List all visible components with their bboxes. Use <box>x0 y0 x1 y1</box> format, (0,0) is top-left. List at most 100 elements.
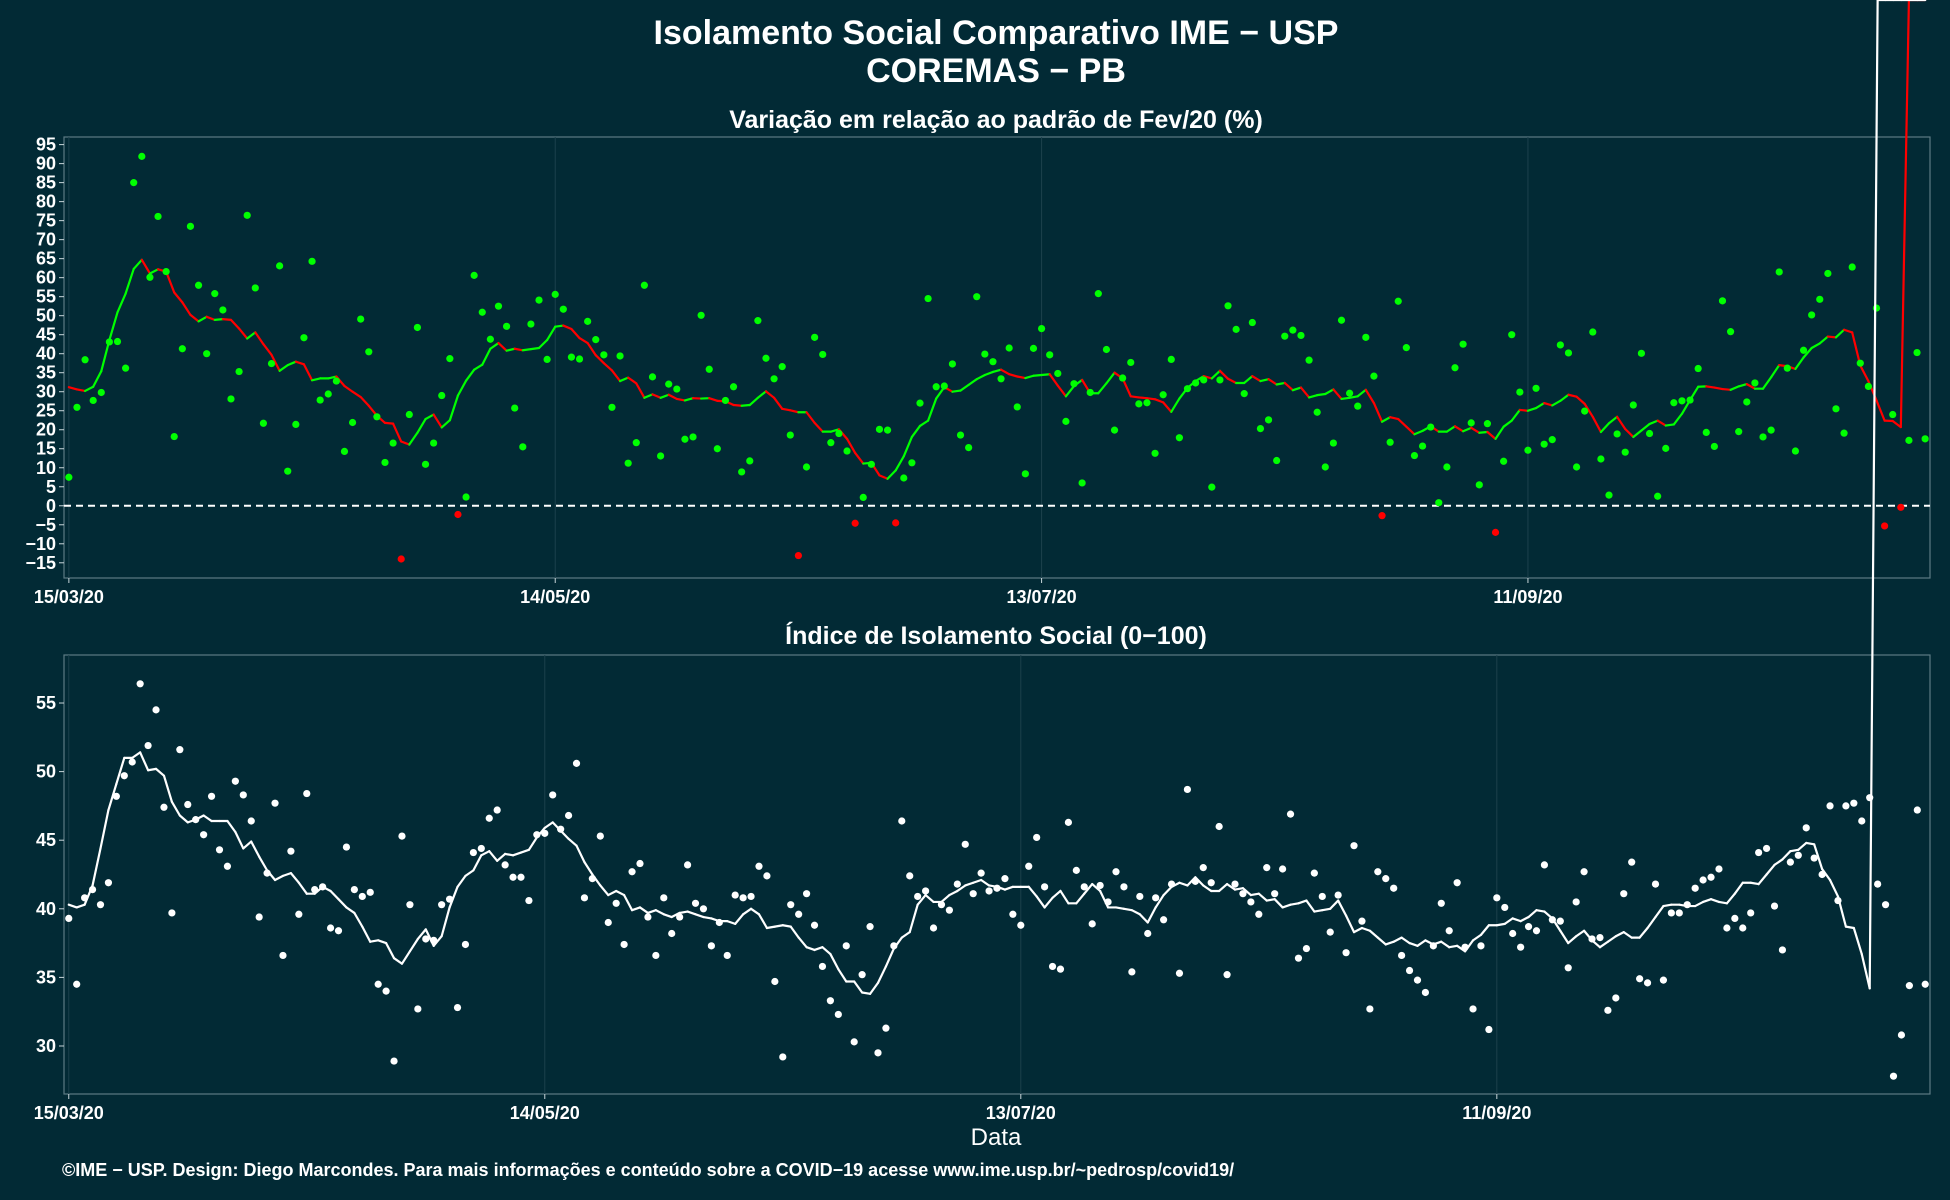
data-point <box>1070 380 1078 388</box>
moving-average-segment <box>1765 863 1776 876</box>
moving-average-segment <box>258 855 269 872</box>
moving-average-segment <box>1859 364 1870 383</box>
data-point <box>519 443 527 451</box>
data-point <box>1143 399 1151 407</box>
data-point <box>592 336 600 344</box>
data-point <box>564 811 573 820</box>
moving-average-segment <box>173 291 184 304</box>
moving-average-segment <box>1178 881 1189 887</box>
moving-average-segment <box>1478 430 1489 434</box>
moving-average-segment <box>91 847 102 887</box>
data-point <box>227 395 235 403</box>
data-point <box>348 418 357 427</box>
data-point <box>1881 901 1890 909</box>
data-point <box>255 913 263 921</box>
moving-average-segment <box>1024 374 1035 380</box>
moving-average-segment <box>546 325 557 342</box>
moving-average-segment <box>385 941 396 960</box>
moving-average-segment <box>900 931 911 939</box>
moving-average-segment <box>694 913 705 919</box>
data-point <box>112 792 120 800</box>
data-point <box>1009 910 1017 918</box>
data-point <box>1670 399 1678 407</box>
data-point <box>1905 436 1913 444</box>
moving-average-segment <box>1834 328 1846 339</box>
moving-average-segment <box>254 331 265 346</box>
data-point <box>755 862 763 870</box>
moving-average-segment <box>1733 881 1744 895</box>
moving-average-segment <box>521 348 533 352</box>
data-point <box>1491 528 1500 536</box>
data-point <box>1191 379 1200 387</box>
data-point <box>251 284 259 292</box>
data-point <box>128 758 136 766</box>
data-point <box>1572 463 1581 471</box>
y-tick-label: 80 <box>36 192 56 212</box>
moving-average-segment <box>1129 395 1140 399</box>
data-point <box>1451 364 1459 372</box>
data-point <box>1832 405 1840 413</box>
moving-average-segment <box>772 396 784 410</box>
data-point <box>1128 968 1136 976</box>
data-point <box>1183 385 1192 393</box>
moving-average-segment <box>83 385 95 393</box>
y-tick-label: 60 <box>36 268 56 288</box>
moving-average-segment <box>1770 364 1781 379</box>
data-point <box>600 351 608 359</box>
moving-average-segment <box>1648 419 1659 426</box>
data-point <box>303 789 311 798</box>
data-point <box>267 359 276 368</box>
data-point <box>1864 382 1872 390</box>
moving-average-segment <box>221 318 233 321</box>
moving-average-segment <box>1210 369 1222 380</box>
data-point <box>977 869 985 877</box>
data-point <box>850 1038 858 1046</box>
moving-average-segment <box>1283 381 1294 392</box>
data-point <box>1913 806 1921 814</box>
moving-average-segment <box>578 337 589 345</box>
moving-average-segment <box>1281 903 1292 909</box>
data-point <box>612 899 620 907</box>
data-point <box>1037 325 1046 333</box>
moving-average-segment <box>108 311 119 342</box>
data-point <box>858 971 866 979</box>
data-point <box>588 875 596 883</box>
moving-average-segment <box>924 893 935 904</box>
data-point <box>88 885 97 894</box>
panel-variation: 15/03/20 14/05/20 13/07/20 11/09/20 −15−10−5… <box>25 0 1931 607</box>
moving-average-segment <box>1797 841 1808 851</box>
data-point <box>1743 398 1751 406</box>
moving-average-segment <box>683 397 695 402</box>
moving-average-segment <box>278 364 289 372</box>
moving-average-segment <box>708 397 719 402</box>
data-point <box>1144 929 1152 938</box>
moving-average-segment <box>749 907 761 916</box>
data-point <box>1386 438 1394 446</box>
data-point <box>263 869 271 877</box>
moving-average-segment <box>1479 924 1490 936</box>
data-point <box>1662 444 1670 452</box>
moving-average-segment <box>854 451 865 465</box>
data-point <box>608 403 616 411</box>
data-point <box>203 350 211 358</box>
data-point <box>1302 944 1311 953</box>
data-point <box>989 358 997 366</box>
moving-average-segment <box>1289 902 1300 906</box>
data-point <box>454 510 462 519</box>
moving-average-segment <box>297 881 308 895</box>
moving-average-segment <box>1305 899 1316 913</box>
moving-average-segment <box>527 836 538 851</box>
moving-average-segment <box>1397 417 1408 428</box>
data-point <box>747 892 755 901</box>
data-point <box>1191 877 1199 885</box>
data-point <box>1826 802 1834 810</box>
moving-average-segment <box>456 379 468 397</box>
moving-average-segment <box>702 915 713 920</box>
data-point <box>414 1005 422 1013</box>
data-point <box>1556 917 1564 925</box>
moving-average-segment <box>740 403 751 407</box>
data-point <box>771 977 779 986</box>
data-point <box>73 403 81 411</box>
moving-average-segment <box>246 331 257 340</box>
